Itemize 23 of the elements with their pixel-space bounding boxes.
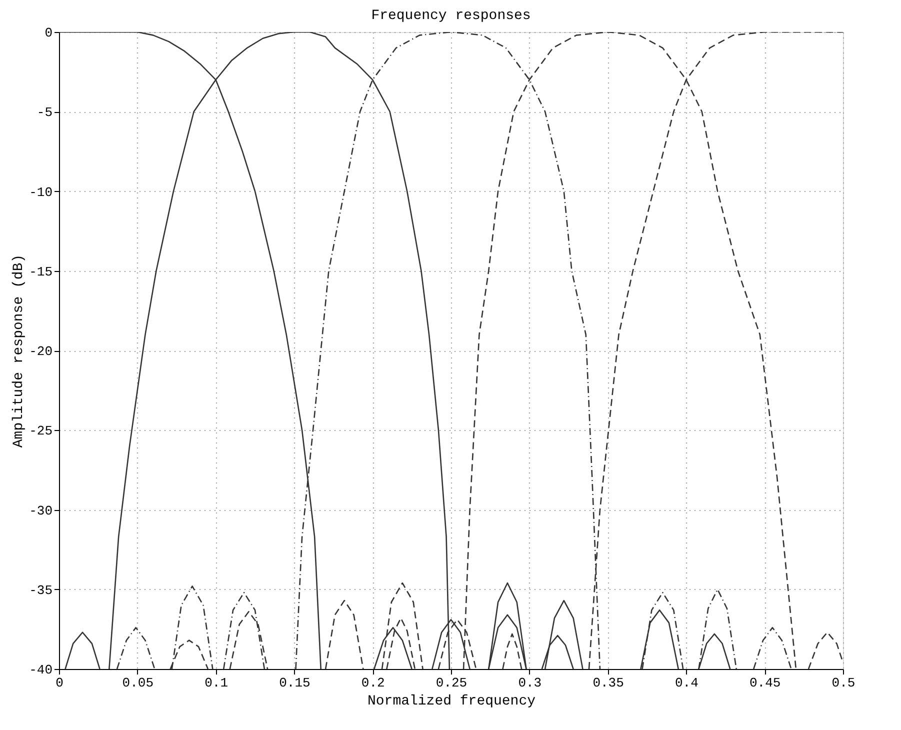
x-tick-label: 0.4 (674, 676, 699, 690)
y-axis-title: Amplitude response (dB) (11, 254, 28, 448)
x-tick-label: 0 (56, 676, 64, 690)
y-tick-label: -25 (29, 424, 52, 439)
y-tick-label: -10 (29, 184, 52, 200)
x-tick-label: 0.1 (204, 676, 228, 690)
x-tick-label: 0.3 (518, 676, 542, 690)
x-tick-label: 0.5 (832, 676, 856, 690)
x-tick-label: 0.2 (361, 676, 385, 690)
y-tick-label: -20 (29, 344, 52, 359)
x-tick-label: 0.45 (749, 676, 781, 690)
y-tick-label: -15 (29, 264, 52, 280)
x-tick-label: 0.35 (592, 676, 624, 690)
y-tick-label: 0 (44, 26, 52, 40)
y-tick-label: -35 (29, 582, 52, 598)
x-tick-label: 0.25 (436, 676, 468, 690)
x-tick-label: 0.05 (122, 676, 154, 690)
y-tick-label: -5 (36, 105, 52, 120)
y-tick-label: -30 (29, 503, 52, 518)
x-tick-label: 0.15 (279, 676, 310, 690)
x-axis-title: Normalized frequency (367, 694, 536, 710)
y-tick-label: -40 (29, 662, 52, 678)
chart-title: Frequency responses (371, 8, 531, 24)
